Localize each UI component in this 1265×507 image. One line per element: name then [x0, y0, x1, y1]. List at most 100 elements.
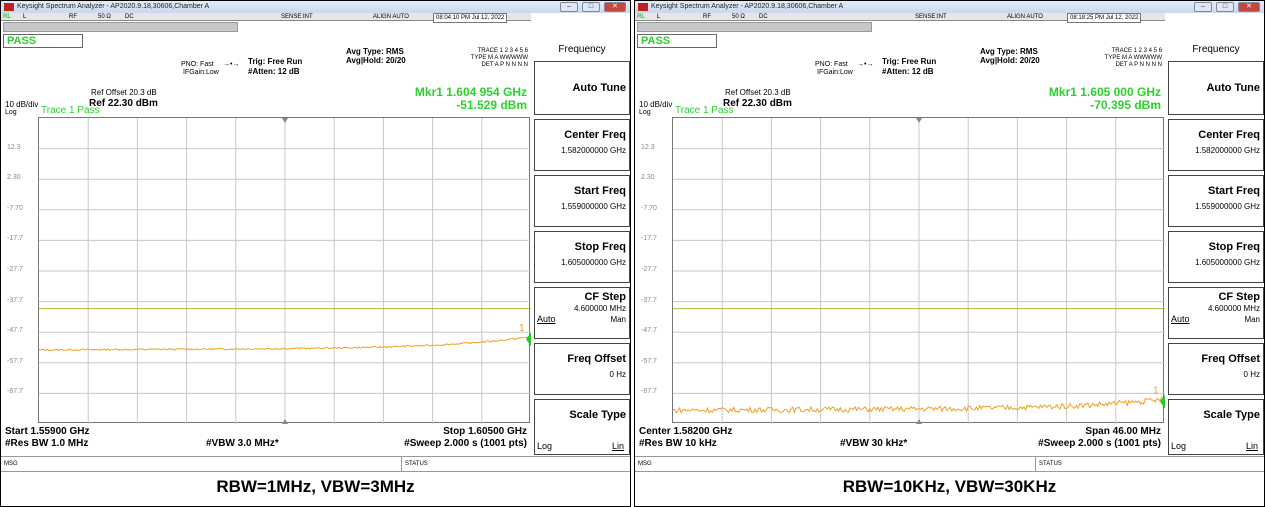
freq-offset-label: Freq Offset — [567, 353, 626, 365]
y-tick-label: -57.7 — [7, 357, 23, 365]
cf-step-auto[interactable]: Auto — [1171, 314, 1190, 324]
y-tick-label: -57.7 — [641, 357, 657, 365]
scale-type-log[interactable]: Log — [537, 441, 553, 451]
freq-offset-value: 0 Hz — [609, 370, 626, 379]
marker-diamond-icon — [1160, 394, 1165, 409]
app-icon — [4, 3, 14, 11]
spectrum-plot[interactable]: 1 — [672, 117, 1165, 424]
pno-label: PNO: Fast — [181, 61, 214, 68]
stop-freq-softkey[interactable]: Stop Freq 1.605000000 GHz — [1168, 231, 1264, 283]
vbw: #VBW 3.0 MHz* — [206, 438, 279, 449]
start-freq-label: Start Freq — [574, 185, 626, 197]
scale-per-div: 10 dB/div — [639, 100, 673, 109]
trace-row: TRACE 1 2 3 4 5 6 — [477, 48, 528, 54]
close-button[interactable]: ✕ — [1238, 2, 1260, 12]
scale-per-div: 10 dB/div — [5, 100, 39, 109]
avg-type-label: Avg Type: RMS — [980, 47, 1038, 56]
panel-caption: RBW=10KHz, VBW=30KHz — [842, 477, 1057, 496]
app-icon — [638, 3, 648, 11]
y-tick-label: 12.3 — [641, 143, 655, 151]
pno-label: PNO: Fast — [815, 61, 848, 68]
minimize-button[interactable]: – — [560, 2, 578, 12]
det-row: DET A P N N N N — [1115, 62, 1162, 68]
rf-label: RF — [703, 14, 711, 20]
y-tick-label: 2.30 — [7, 174, 21, 182]
mode-l-label: L — [23, 14, 27, 20]
timestamp: 08:04:10 PM Jul 12, 2022 — [433, 13, 508, 23]
cf-step-man[interactable]: Man — [610, 315, 626, 324]
coupling-label: DC — [125, 14, 134, 20]
start-freq-softkey[interactable]: Start Freq 1.559000000 GHz — [534, 175, 630, 227]
marker-diamond-icon — [526, 332, 531, 347]
auto-tune-label: Auto Tune — [1206, 82, 1260, 94]
ref-level: Ref 22.30 dBm — [723, 98, 792, 109]
scale-type-log[interactable]: Log — [1171, 441, 1187, 451]
cf-step-man[interactable]: Man — [1244, 315, 1260, 324]
softkey-menu-title: Frequency — [558, 44, 606, 55]
trig-arrow-icon: →•→ — [223, 61, 240, 68]
cf-step-label: CF Step — [584, 291, 626, 303]
trig-arrow-icon: →•→ — [857, 61, 874, 68]
minimize-button[interactable]: – — [1194, 2, 1212, 12]
analyzer-panel-right: Keysight Spectrum Analyzer - AP2020.9.18… — [634, 0, 1265, 507]
maximize-button[interactable]: □ — [1216, 2, 1234, 12]
sweep-time: #Sweep 2.000 s (1001 pts) — [404, 438, 527, 449]
scale-type-lin[interactable]: Lin — [611, 441, 624, 451]
stop-freq-label: Stop Freq — [574, 241, 626, 253]
freq-offset-softkey[interactable]: Freq Offset 0 Hz — [1168, 343, 1264, 395]
scale-type-softkey[interactable]: Scale Type Log Lin — [1168, 399, 1264, 455]
freq-offset-label: Freq Offset — [1201, 353, 1260, 365]
stop-freq-softkey[interactable]: Stop Freq 1.605000000 GHz — [534, 231, 630, 283]
spectrum-plot[interactable]: 1 — [38, 117, 531, 424]
atten-label: #Atten: 12 dB — [882, 67, 934, 76]
softkey-panel: Auto Tune Center Freq 1.582000000 GHz Sta… — [534, 35, 630, 455]
timestamp: 08:18:25 PM Jul 12, 2022 — [1067, 13, 1142, 23]
marker-frequency: Mkr1 1.604 954 GHz — [414, 85, 527, 99]
start-freq-softkey[interactable]: Start Freq 1.559000000 GHz — [1168, 175, 1264, 227]
panel-caption: RBW=1MHz, VBW=3MHz — [216, 477, 415, 496]
freq-offset-softkey[interactable]: Freq Offset 0 Hz — [534, 343, 630, 395]
y-tick-label: -17.7 — [641, 235, 657, 243]
trace-pass-label: Trace 1 Pass — [41, 105, 100, 116]
scale-type-lin[interactable]: Lin — [1245, 441, 1258, 451]
maximize-button[interactable]: □ — [582, 2, 600, 12]
auto-tune-softkey[interactable]: Auto Tune — [534, 61, 630, 115]
close-button[interactable]: ✕ — [604, 2, 626, 12]
y-tick-label: -47.7 — [641, 327, 657, 335]
center-freq-softkey[interactable]: Center Freq 1.582000000 GHz — [534, 119, 630, 171]
status-label: STATUS — [405, 461, 428, 467]
y-tick-label: 12.3 — [7, 143, 21, 151]
spectrum-svg: 1 — [39, 118, 531, 424]
auto-tune-softkey[interactable]: Auto Tune — [1168, 61, 1264, 115]
vbw: #VBW 30 kHz* — [840, 438, 908, 449]
rf-label: RF — [69, 14, 77, 20]
cf-step-label: CF Step — [1218, 291, 1260, 303]
top-center-marker — [916, 118, 922, 123]
align-label: ALIGN AUTO — [373, 14, 409, 20]
y-tick-label: -27.7 — [641, 266, 657, 273]
start-freq-value: 1.559000000 GHz — [561, 202, 626, 211]
sweep-time: #Sweep 2.000 s (1001 pts) — [1038, 438, 1161, 449]
stop-frequency: Stop 1.60500 GHz — [443, 426, 527, 437]
scale-type-label: Scale Type — [1203, 409, 1260, 421]
spectrum-trace — [673, 396, 1165, 415]
status-label: STATUS — [1039, 461, 1062, 467]
cf-step-softkey[interactable]: CF Step 4.600000 MHz Auto Man — [534, 287, 630, 339]
msg-label: MSG — [638, 461, 652, 467]
log-label: Log — [5, 109, 17, 116]
msg-label: MSG — [4, 461, 18, 467]
marker-amplitude: -70.395 dBm — [1090, 98, 1161, 112]
atten-label: #Atten: 12 dB — [248, 67, 300, 76]
det-row: DET A P N N N N — [481, 62, 528, 68]
center-freq-softkey[interactable]: Center Freq 1.582000000 GHz — [1168, 119, 1264, 171]
rl-indicator: RL — [3, 14, 11, 20]
coupling-label: DC — [759, 14, 768, 20]
center-freq-label: Center Freq — [564, 129, 626, 141]
cf-step-auto[interactable]: Auto — [537, 314, 556, 324]
window-title: Keysight Spectrum Analyzer - AP2020.9.18… — [651, 3, 844, 10]
y-tick-label: -7.70 — [641, 204, 657, 212]
window-titlebar: Keysight Spectrum Analyzer - AP2020.9.18… — [1, 1, 630, 13]
scale-type-softkey[interactable]: Scale Type Log Lin — [534, 399, 630, 455]
y-tick-label: -17.7 — [7, 235, 23, 243]
cf-step-softkey[interactable]: CF Step 4.600000 MHz Auto Man — [1168, 287, 1264, 339]
